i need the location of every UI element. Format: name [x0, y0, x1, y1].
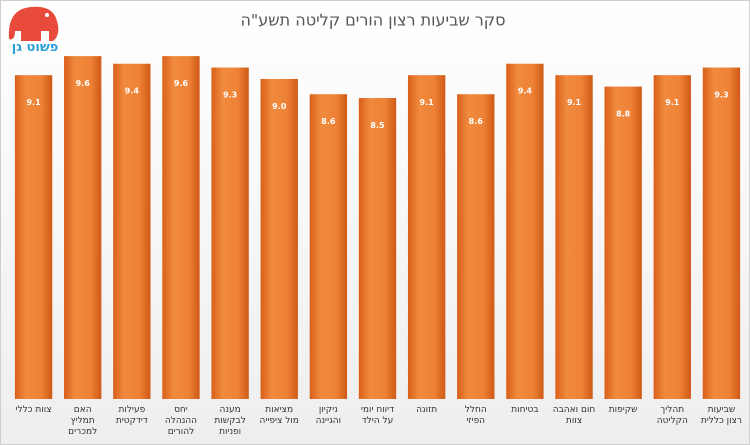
bar: [260, 78, 298, 399]
bar: [162, 56, 200, 399]
logo-text: פשוט גן: [12, 40, 59, 55]
value-label: 9.3: [714, 91, 728, 100]
value-label: 9.6: [174, 79, 189, 88]
bar: [457, 94, 495, 399]
value-label: 8.5: [370, 121, 385, 130]
chart-title: סקר שביעות רצון הורים קליטה תשע"ה: [240, 11, 505, 30]
x-tick-label: ניקיון והגיינה: [315, 405, 342, 426]
value-label: 8.6: [321, 117, 336, 126]
x-tick-label: בטיחות: [511, 405, 539, 415]
value-label: 9.1: [567, 98, 582, 107]
bar: [309, 94, 348, 399]
bar: [407, 75, 446, 399]
x-tick-label: חום ואהבה צוות: [552, 405, 596, 426]
x-tick-label: מענה לבקשות ופניות: [214, 405, 246, 437]
bar: [64, 56, 102, 399]
value-label: 9.1: [26, 98, 41, 107]
bar: [358, 98, 397, 400]
bar: [555, 75, 593, 399]
bar: [702, 67, 741, 399]
x-tick-label: יחס ההנהלה להורים: [164, 405, 198, 437]
x-tick-label: צוות כללי: [15, 405, 52, 415]
bar: [604, 86, 642, 399]
x-tick-label: דיווח יומי על הילד: [360, 405, 395, 426]
x-tick-label: החלל הפיזי: [464, 405, 487, 426]
bar: [653, 75, 691, 399]
value-label: 9.6: [76, 79, 91, 88]
value-label: 9.3: [223, 91, 237, 100]
x-tick-label: שביעות רצון כללית: [700, 405, 742, 426]
bar: [113, 63, 151, 399]
value-label: 9.4: [125, 87, 140, 96]
x-tick-label: תהליך הקליטה: [656, 405, 688, 426]
bar: [14, 75, 53, 399]
x-tick-label: תזונה: [416, 405, 438, 415]
logo: פשוט גן: [8, 6, 59, 55]
bar: [506, 63, 544, 399]
x-tick-label: מציאות מול ציפייה: [259, 405, 299, 426]
value-label: 9.1: [665, 98, 680, 107]
x-tick-label: שקיפות: [608, 405, 638, 415]
value-label: 9.0: [272, 102, 287, 111]
x-tick-label: האם תמליץ למכרים: [68, 405, 98, 437]
bar: [211, 67, 249, 399]
x-tick-label: פעילות דידקטית: [115, 405, 148, 426]
value-label: 8.6: [469, 117, 484, 126]
value-label: 9.4: [518, 87, 533, 96]
value-label: 9.1: [420, 98, 435, 107]
value-label: 8.8: [616, 110, 631, 119]
